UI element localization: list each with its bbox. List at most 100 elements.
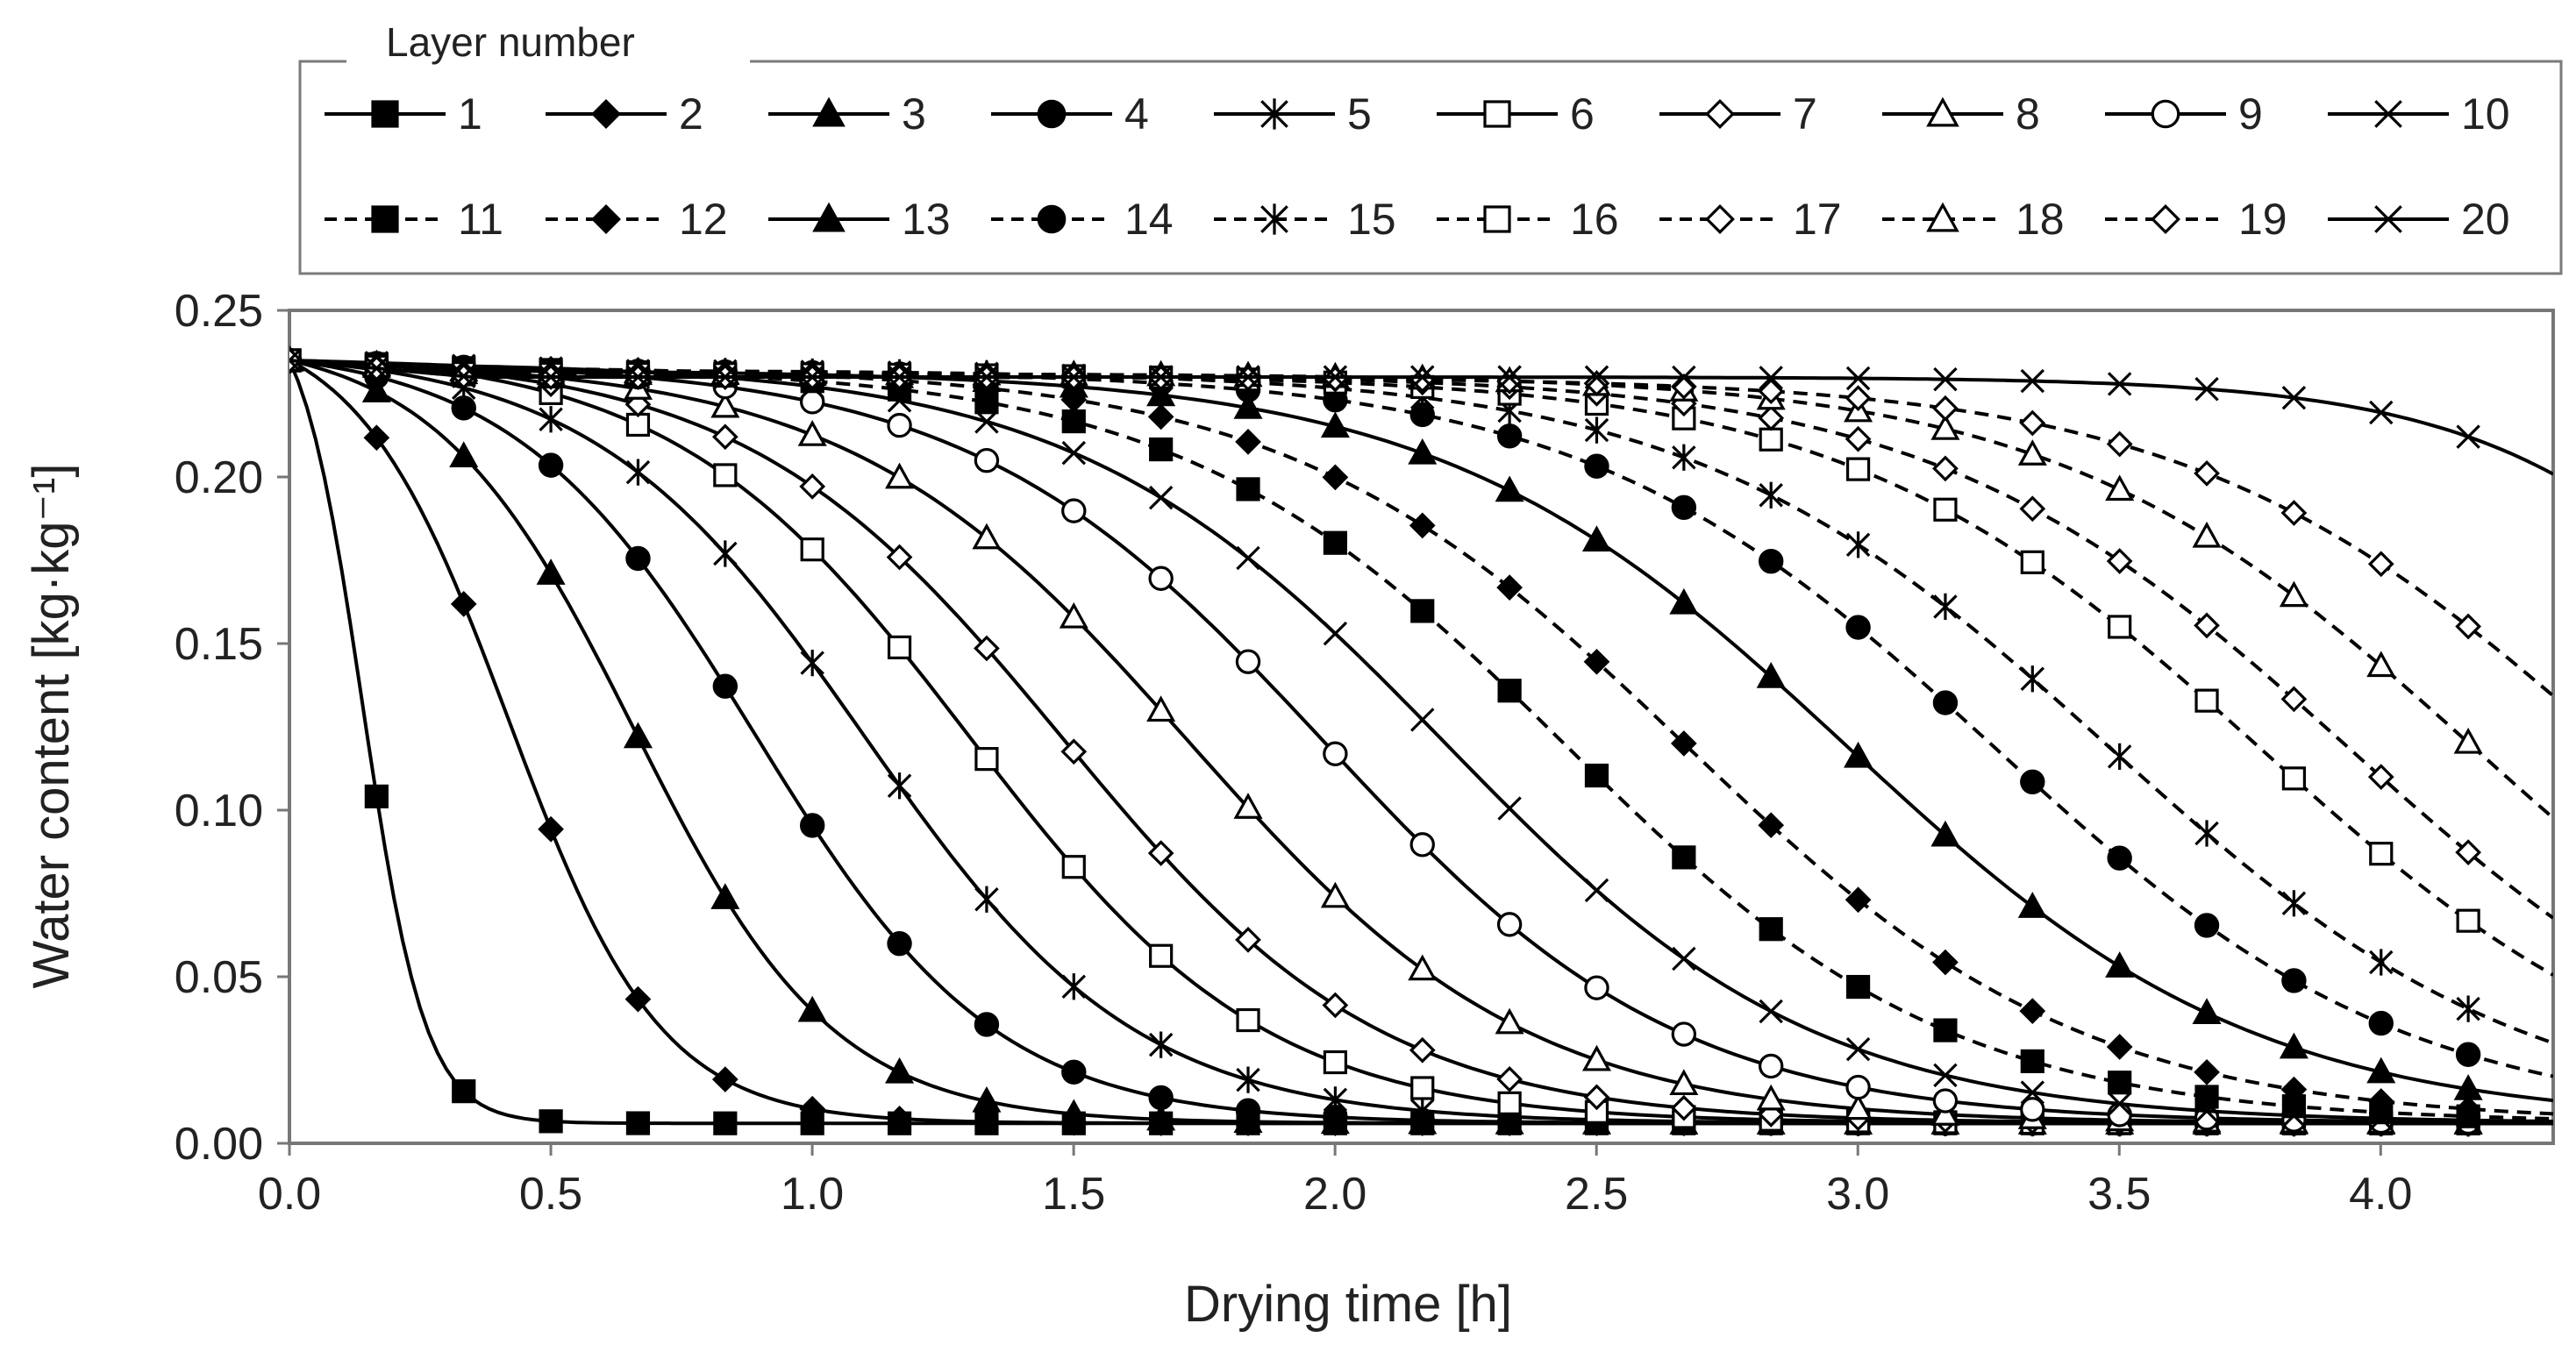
point-layer-20-17 [1759,366,1783,390]
point-layer-7-11 [1235,926,1261,953]
legend-marker-16 [1483,205,1511,233]
point-layer-9-11 [1235,649,1261,674]
point-layer-9-7 [887,412,912,438]
legend-marker-10 [2374,100,2402,128]
point-layer-9-10 [1148,566,1174,591]
point-layer-9-14 [1496,912,1523,937]
legend-item-18: 18 [1882,195,2065,244]
point-layer-16-19 [1933,497,1958,522]
point-layer-19-22 [2194,460,2220,487]
point-layer-3-1 [361,376,391,402]
legend-item-10: 10 [2328,89,2510,139]
point-layer-11-15 [1584,763,1609,788]
legend-marker-2 [591,99,621,129]
point-layer-5-13 [1410,1097,1435,1124]
point-layer-2-2 [450,591,477,617]
point-layer-8-18 [1844,1093,1873,1121]
point-layer-20-23 [2281,385,2307,410]
point-layer-15-20 [2020,665,2045,693]
point-layer-15-25 [2456,995,2480,1022]
point-layer-12-10 [1147,403,1174,430]
point-layer-5-12 [1323,1086,1348,1114]
legend-marker-3 [812,96,846,127]
point-layer-8-10 [1146,695,1176,722]
legend-label-13: 13 [902,195,951,244]
point-layer-19-17 [1758,378,1785,405]
point-layer-10-11 [1236,545,1260,571]
legend-marker-8 [1926,96,1959,127]
point-layer-7-9 [1060,738,1088,765]
legend-item-15: 15 [1214,195,1396,244]
y-tick-label-3: 0.15 [175,619,263,670]
point-layer-14-22 [2194,913,2220,938]
y-axis-label: Water content [kg·kg⁻¹] [23,463,80,988]
point-layer-13-15 [1581,525,1612,552]
legend-label-18: 18 [2016,195,2065,244]
point-layer-11-13 [1410,599,1435,623]
point-layer-20-0 [289,348,302,373]
legend-label-12: 12 [679,195,728,244]
y-tick-label-5: 0.25 [175,286,263,337]
legend-item-13: 13 [768,195,951,244]
legend-box [298,60,2563,275]
point-layer-7-12 [1322,992,1349,1019]
point-layer-14-25 [2455,1042,2481,1067]
point-layer-1-1 [364,784,389,808]
legend-item-5: 5 [1214,89,1372,139]
point-layer-2-7 [886,1106,913,1132]
point-layer-10-12 [1323,621,1348,646]
point-layer-9-20 [2020,1097,2045,1122]
point-layer-13-13 [1408,438,1438,465]
point-layer-9-18 [1845,1074,1871,1100]
point-layer-16-18 [1845,457,1871,481]
point-layer-12-22 [2194,1059,2220,1085]
point-layer-20-15 [1584,365,1609,390]
point-layer-3-7 [885,1057,915,1084]
point-layer-19-20 [2019,409,2046,437]
x-tick-label-2: 1.0 [781,1169,844,1220]
legend-label-4: 4 [1124,89,1149,139]
point-layer-9-13 [1409,832,1435,857]
point-layer-9-12 [1323,741,1348,766]
point-layer-7-7 [886,544,913,571]
point-layer-1-4 [625,1111,651,1135]
point-layer-6-11 [1236,1007,1260,1033]
point-layer-15-22 [2194,820,2219,847]
point-layer-7-8 [974,635,1000,662]
point-layer-15-17 [1759,481,1783,509]
point-layer-11-16 [1672,845,1696,870]
point-layer-17-22 [2194,612,2220,639]
point-layer-10-21 [2107,1092,2132,1116]
point-layer-7-10 [1147,840,1174,866]
point-layer-2-4 [624,985,652,1013]
legend-title: Layer number [386,19,635,65]
point-layer-18-19 [1930,414,1960,440]
legend-label-14: 14 [1124,195,1174,244]
point-layer-8-8 [972,523,1002,550]
point-layer-8-11 [1233,793,1263,819]
point-layer-13-20 [2017,892,2047,918]
point-layer-14-14 [1496,423,1523,449]
point-layer-14-23 [2281,968,2307,993]
point-layer-18-20 [2017,439,2047,466]
point-layer-17-25 [2455,839,2482,865]
series-layer [289,345,2553,1137]
point-layer-10-13 [1410,708,1435,732]
x-tick-label-6: 3.0 [1826,1169,1889,1220]
point-layer-13-17 [1756,661,1786,688]
point-layer-6-7 [887,635,912,659]
point-layer-15-19 [1933,593,1958,621]
point-layer-16-25 [2456,908,2480,933]
point-layer-11-18 [1845,974,1871,1000]
legend-item-11: 11 [325,195,503,244]
point-layer-20-20 [2020,368,2045,394]
point-layer-13-19 [1930,820,1960,847]
point-layer-4-4 [625,545,651,572]
legend-label-5: 5 [1347,89,1372,139]
point-layer-6-6 [800,537,824,562]
point-layer-17-19 [1932,455,1959,482]
point-layer-8-13 [1408,954,1438,981]
point-layer-2-3 [538,815,564,843]
point-layer-4-9 [1061,1059,1087,1085]
